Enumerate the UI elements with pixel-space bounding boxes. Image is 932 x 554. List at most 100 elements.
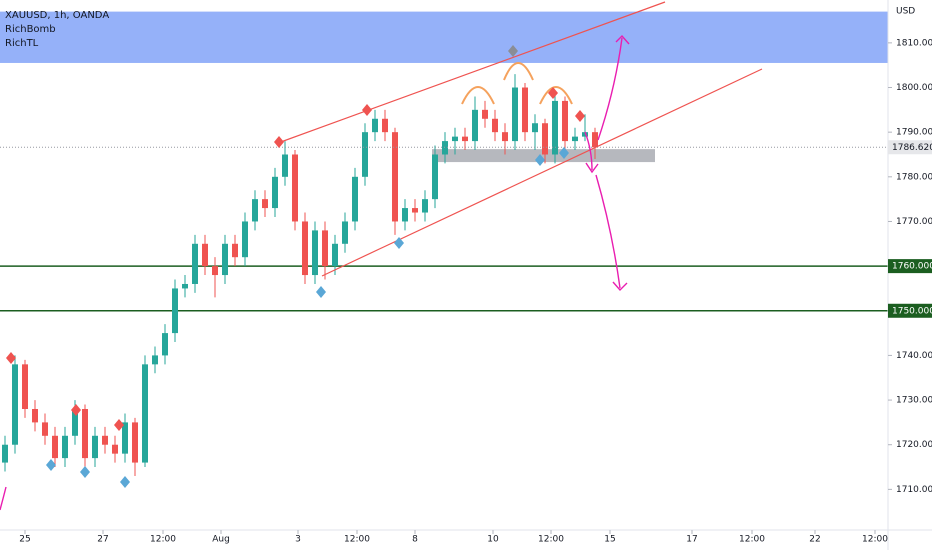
candle-body [252,199,258,222]
supply-zone [0,11,888,63]
candle-body [372,118,378,133]
pivot-high [548,87,558,99]
pivot-low [80,466,90,478]
candle-body [72,408,78,436]
candle-body [292,154,298,222]
pivot-high [114,419,124,431]
y-tick-label: 1810.000 [896,38,932,48]
candle-body [52,435,58,459]
x-tick-label: 25 [19,535,30,545]
x-tick-label: Aug [212,535,230,545]
candle-body [322,230,328,267]
shoulder-left [461,86,495,105]
candle-body [262,199,268,209]
candle-body [562,100,568,142]
candle-body [432,154,438,200]
candle-body [482,109,488,119]
candle-body [552,100,558,155]
y-tick-label: 1800.000 [896,83,932,93]
pivot-low [46,459,56,471]
candle-body [202,243,208,267]
candle-body [242,221,248,258]
candle-body [382,118,388,133]
candle-body [522,87,528,133]
candle-body [342,221,348,244]
candle-body [442,141,448,155]
x-tick-label: 12:00 [150,535,176,545]
channel-top [277,1,666,144]
plot-area [0,11,888,476]
candle-body [392,132,398,222]
pivot-low [120,476,130,488]
candle-body [352,176,358,222]
candle-body [312,230,318,276]
pivot-high [274,136,284,148]
candle-body [182,283,188,289]
candle-body [542,123,548,155]
pivot-low [394,237,404,249]
candle-body [62,435,68,459]
candle-body [212,266,218,276]
candle-body [402,208,408,222]
candle-body [2,444,8,463]
x-tick-label: 17 [686,535,697,545]
y-tick-label: 1790.000 [896,128,932,138]
last-price-label: 1786.620 [892,143,932,153]
candle-body [302,221,308,276]
pivot-low [316,286,326,298]
candle-body [332,243,338,267]
x-tick-label: 10 [487,535,499,545]
candle-body [172,288,178,334]
pivots [6,45,585,488]
candle-body [102,435,108,445]
candle-body [472,109,478,142]
y-tick-label: 1710.000 [896,485,932,495]
legend: XAUUSD, 1h, OANDA RichBomb RichTL [5,10,109,49]
arrow-mid [584,131,593,171]
level-label-bg [888,259,932,274]
x-tick-label: 12:00 [538,535,564,545]
support-zone [432,149,655,163]
y-tick-label: 1720.000 [896,440,932,450]
candle-body [282,154,288,177]
candle-body [132,422,138,463]
last-price-bg [888,140,932,155]
candle-body [112,444,118,454]
currency: USD [896,7,915,17]
symbol-title: XAUUSD, 1h, OANDA [5,10,109,21]
candle-body [412,208,418,213]
candle-body [192,243,198,284]
candle-body [502,132,508,142]
candle-body [492,118,498,133]
arrow-head [615,34,630,45]
candle-body [82,408,88,459]
x-tick-label: 12:00 [344,535,370,545]
candle-body [232,243,238,258]
candle-body [142,364,148,463]
candle-body [362,132,368,177]
level-label: 1760.000 [892,262,932,272]
shoulder-right [539,86,573,105]
pivot-high [575,110,585,122]
x-tick-label: 12:00 [862,535,888,545]
candle-body [122,422,128,454]
candle-body [462,136,468,142]
pivot-high [362,104,372,116]
arrow-up [597,37,623,141]
candle-body [532,123,538,133]
arrow-head [612,281,628,292]
arrow-left [0,486,7,511]
candle-body [592,132,598,148]
candle-body [152,355,158,365]
y-tick-label: 1730.000 [896,396,932,406]
drawings [0,1,763,511]
candle-body [42,422,48,436]
arrow-head [585,162,599,174]
candle-body [512,87,518,142]
candle-body [422,199,428,213]
pivot-low [559,147,569,159]
candle-body [572,136,578,142]
pivot-low [535,154,545,166]
